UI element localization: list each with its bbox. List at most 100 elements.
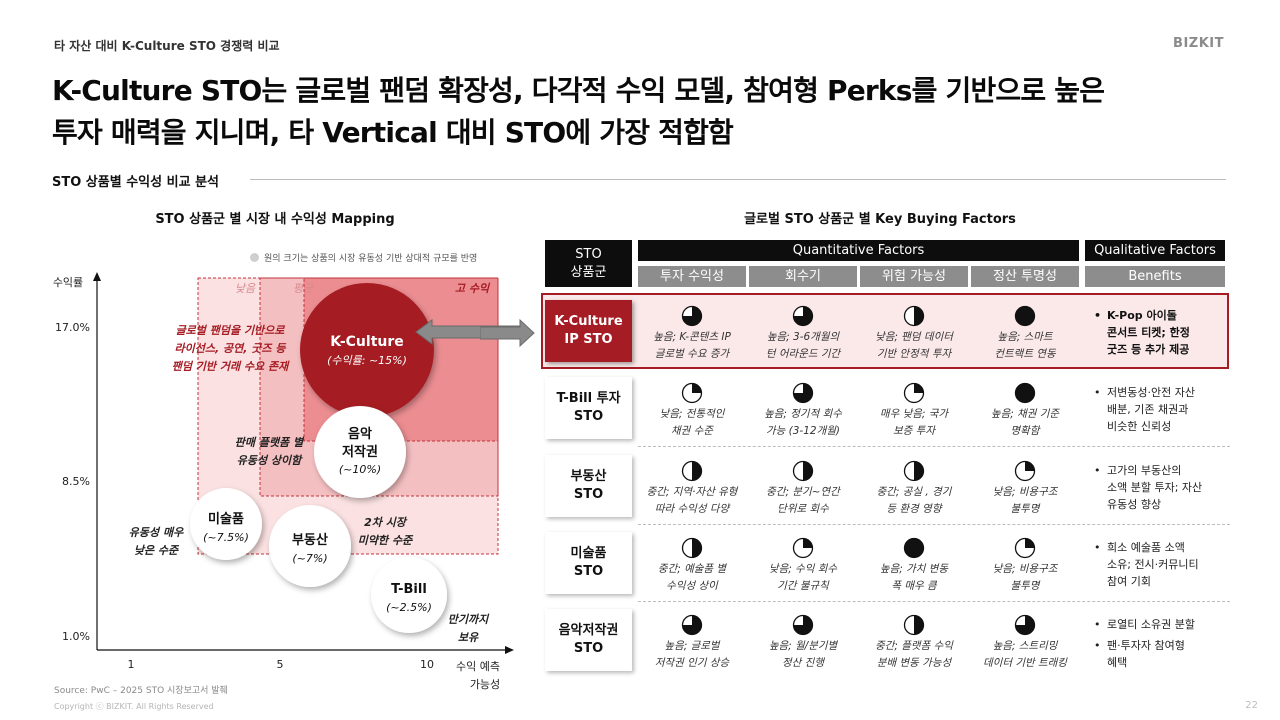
harvey-ball-icon <box>681 382 703 404</box>
column-header: 위험 가능성 <box>860 266 968 287</box>
annotation-line: 유동성 매우 <box>129 526 184 539</box>
bubble-music-copyright: 음악 저작권 (~10%) <box>314 406 406 498</box>
row-divider <box>638 601 1230 602</box>
category-label: STO <box>573 641 604 656</box>
metric-note: 수익성 상이 <box>666 580 718 592</box>
metric-note: 높음; 스마트 <box>997 331 1053 343</box>
metric-note: 낮음; 전통적인 <box>659 408 725 420</box>
x-tick-label: 10 <box>420 658 434 671</box>
harvey-ball-icon <box>792 460 814 482</box>
section-divider <box>250 179 1226 180</box>
metric-cell: 높음; 월/분기별 정산 진행 <box>748 614 858 672</box>
metric-note: 가능 (3-12개월) <box>765 425 840 437</box>
row-divider <box>638 446 1230 447</box>
metric-cell: 낮음; 비용구조 불투명 <box>970 537 1080 595</box>
bubble-real-estate: 부동산 (~7%) <box>269 505 351 587</box>
legend-circle-icon <box>250 253 259 262</box>
category-cell: 미술품 STO <box>545 532 632 594</box>
zone-label-high: 고 수익 <box>455 282 491 295</box>
annotation-line: 유동성 상이함 <box>237 454 303 467</box>
benefit-line: K-Pop 아이돌 <box>1107 309 1177 322</box>
metric-cell: 높음; 스마트 컨트랙트 연동 <box>970 305 1080 363</box>
metric-note: 채권 수준 <box>671 425 713 437</box>
metric-note: 불투명 <box>1010 580 1040 592</box>
page-title-line-2: 투자 매력을 지니며, 타 Vertical 대비 STO에 가장 적합함 <box>52 116 734 149</box>
metric-cell: 중간; 플랫폼 수익 분배 변동 가능성 <box>859 614 969 672</box>
annotation-line: 라이선스, 공연, 굿즈 등 <box>175 342 287 355</box>
bubble-label: 미술품 <box>208 511 244 527</box>
metric-note: 낮음; 팬덤 데이터 <box>875 331 953 343</box>
metric-cell: 낮음; 팬덤 데이터 기반 안정적 투자 <box>859 305 969 363</box>
benefit-line: 소유; 전시·커뮤니티 <box>1107 558 1199 571</box>
bubble-label: 음악 <box>348 426 372 442</box>
harvey-ball-icon <box>1014 305 1036 327</box>
metric-note: 중간; 지역·자산 유형 <box>646 486 738 498</box>
quantitative-header: Quantitative Factors <box>638 240 1079 261</box>
benefit-line: 참여 기회 <box>1107 575 1151 588</box>
category-cell: 음악저작권 STO <box>545 609 632 671</box>
category-label: STO <box>573 487 604 502</box>
x-axis-label: 수익 예측 <box>456 660 500 673</box>
category-label: STO <box>573 564 604 579</box>
benefit-line: 혜택 <box>1107 656 1128 669</box>
zone-label-low: 낮음 <box>235 282 256 295</box>
category-label: 미술품 <box>570 546 607 561</box>
page-title: K-Culture STO는 글로벌 팬덤 확장성, 다각적 수익 모델, 참여… <box>52 70 1232 154</box>
breadcrumb: 타 자산 대비 K-Culture STO 경쟁력 비교 <box>54 39 280 53</box>
annotation-line: 낮은 수준 <box>134 544 180 557</box>
y-axis-arrow-icon <box>93 272 101 281</box>
metric-cell: 중간; 지역·자산 유형 따라 수익성 다양 <box>637 460 747 518</box>
category-cell: 부동산 STO <box>545 455 632 517</box>
secondary-market-annotation: 2차 시장 미약한 수준 <box>358 516 414 547</box>
harvey-ball-icon <box>903 537 925 559</box>
mapping-chart: 낮음 평균 고 수익 수익률 17.0% 8.5% 1.0% 1 5 10 수익… <box>53 272 520 691</box>
metric-cell: 높음; 가치 변동 폭 매우 큼 <box>859 537 969 595</box>
benefit-item: 로열티 소유권 분할 <box>1094 616 1226 633</box>
harvey-ball-icon <box>792 537 814 559</box>
metric-note: 기간 불규칙 <box>777 580 829 592</box>
x-axis-label: 가능성 <box>470 678 500 691</box>
bubble-label: 저작권 <box>342 444 378 460</box>
harvey-ball-icon <box>903 614 925 636</box>
copyright: Copyright ⓒ BIZKIT. All Rights Reserved <box>54 702 214 711</box>
y-tick-label: 1.0% <box>62 630 90 643</box>
metric-note: 명확함 <box>1010 425 1040 437</box>
mapping-title: STO 상품군 별 시장 내 수익성 Mapping <box>155 212 395 227</box>
metric-cell: 매우 낮음; 국가 보증 투자 <box>859 382 969 440</box>
y-tick-label: 17.0% <box>55 321 90 334</box>
category-label: 부동산 <box>570 469 607 484</box>
metric-note: 턴 어라운드 기간 <box>765 348 841 360</box>
metric-cell: 높음; 스트리밍 데이터 기반 트래킹 <box>970 614 1080 672</box>
y-tick-label: 8.5% <box>62 475 90 488</box>
metric-cell: 높음; 정기적 회수 가능 (3-12개월) <box>748 382 858 440</box>
harvey-ball-icon <box>903 305 925 327</box>
category-label: IP STO <box>564 332 613 347</box>
zone-label-average: 평균 <box>293 282 314 295</box>
y-axis-label: 수익률 <box>53 276 83 289</box>
connector-arrow-head-icon <box>480 318 535 348</box>
metric-note: 데이터 기반 트래킹 <box>983 657 1067 669</box>
benefit-line: 소액 분할 투자; 자산 <box>1107 481 1203 494</box>
bubble-circle <box>371 557 447 633</box>
metric-note: 단위로 회수 <box>777 503 829 515</box>
bubble-sub-label: (~10%) <box>339 463 381 476</box>
bubble-sub-label: (~7.5%) <box>203 531 249 544</box>
annotation-line: 만기까지 <box>448 613 490 626</box>
harvey-ball-icon <box>903 460 925 482</box>
bubble-label: 부동산 <box>292 532 328 548</box>
benefit-line: 로열티 소유권 분할 <box>1107 618 1195 631</box>
benefit-line: 희소 예술품 소액 <box>1107 541 1185 554</box>
harvey-ball-icon <box>681 460 703 482</box>
benefit-line: 고가의 부동산의 <box>1107 464 1182 477</box>
annotation-line: 판매 플랫폼 별 <box>235 436 305 449</box>
benefit-line: 비슷한 신뢰성 <box>1107 420 1172 433</box>
bubble-circle <box>300 283 434 417</box>
annotation-line: 2차 시장 <box>364 516 408 529</box>
metric-note: 높음; 3-6개월의 <box>766 331 840 343</box>
